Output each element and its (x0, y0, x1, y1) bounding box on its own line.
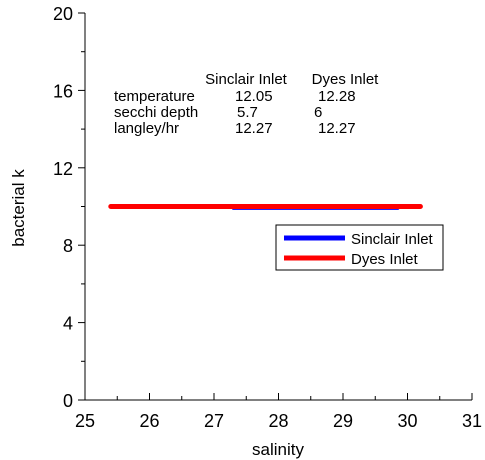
x-tick-label: 25 (75, 411, 95, 431)
y-tick-label: 4 (63, 314, 73, 334)
annotation-row-label: temperature (114, 88, 195, 105)
x-tick-label: 28 (268, 411, 288, 431)
x-tick-label: 27 (204, 411, 224, 431)
y-tick-label: 12 (53, 159, 73, 179)
y-tick-label: 20 (53, 4, 73, 24)
annotation-row-label: secchi depth (114, 104, 198, 121)
series-layer (108, 204, 423, 210)
annotation-table: Sinclair Inlet Dyes Inlet temperature 12.05… (114, 71, 379, 137)
annotation-value: 12.27 (318, 120, 356, 137)
y-axis-label: bacterial k (9, 169, 28, 247)
x-tick-label: 29 (333, 411, 353, 431)
x-axis-label: salinity (252, 440, 304, 459)
x-axis-ticks: 25 26 27 28 29 30 31 (75, 393, 482, 431)
annotation-value: 12.27 (235, 120, 273, 137)
x-tick-label: 30 (397, 411, 417, 431)
y-axis-ticks: 0 4 8 12 16 20 (53, 4, 85, 411)
annotation-column-header: Dyes Inlet (312, 71, 380, 88)
x-tick-label: 31 (462, 411, 482, 431)
y-tick-label: 16 (53, 81, 73, 101)
annotation-row-label: langley/hr (114, 120, 179, 137)
annotation-value: 6 (314, 104, 322, 121)
legend-label: Dyes Inlet (351, 251, 419, 268)
annotation-value: 12.05 (235, 88, 273, 105)
y-tick-label: 0 (63, 391, 73, 411)
legend: Sinclair Inlet Dyes Inlet (275, 224, 444, 271)
y-tick-label: 8 (63, 236, 73, 256)
annotation-value: 12.28 (318, 88, 356, 105)
annotation-column-header: Sinclair Inlet (205, 71, 288, 88)
legend-label: Sinclair Inlet (351, 231, 434, 248)
annotation-value: 5.7 (237, 104, 258, 121)
x-tick-label: 26 (139, 411, 159, 431)
legend-box (275, 224, 444, 271)
